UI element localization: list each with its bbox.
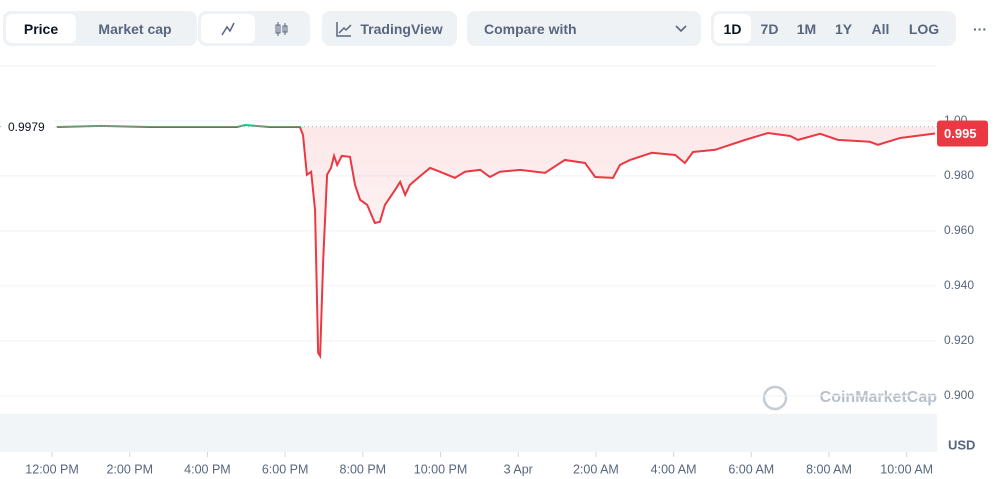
tradingview-label: TradingView: [360, 20, 443, 37]
watermark-logo: [762, 385, 788, 411]
compare-label: Compare with: [484, 20, 577, 37]
volume-band: [0, 414, 937, 452]
log-button[interactable]: LOG: [908, 20, 940, 37]
y-tick-label: 0.920: [944, 333, 974, 347]
x-tick-label: 10:00 AM: [880, 462, 933, 476]
range-button[interactable]: 1M: [796, 20, 817, 37]
y-tick-label: 0.900: [944, 388, 974, 402]
range-button[interactable]: 7D: [760, 20, 779, 37]
x-tick-label: 8:00 PM: [340, 462, 387, 476]
candle-icon: [275, 21, 288, 36]
line-button[interactable]: [201, 14, 255, 43]
tab-price[interactable]: Price: [6, 14, 76, 43]
candle-button[interactable]: [255, 14, 307, 43]
x-tick-label: 6:00 PM: [262, 462, 309, 476]
y-tick-label: 0.980: [944, 168, 974, 182]
line-below: [57, 126, 936, 360]
tv-icon: [336, 21, 352, 37]
watermark: CoinMarketCap: [820, 389, 938, 406]
compare-select[interactable]: Compare with: [467, 11, 701, 46]
x-tick-label: 8:00 AM: [806, 462, 852, 476]
x-tick-label: 12:00 PM: [25, 462, 79, 476]
x-tick-label: 4:00 PM: [184, 462, 231, 476]
x-tick-label: 3 Apr: [504, 462, 533, 476]
x-tick-label: 2:00 AM: [573, 462, 619, 476]
x-tick-label: 4:00 AM: [651, 462, 697, 476]
range-button[interactable]: 1Y: [834, 20, 853, 37]
area: [57, 126, 936, 357]
x-tick-label: 10:00 PM: [414, 462, 468, 476]
range-button[interactable]: All: [871, 20, 890, 37]
chevron: [675, 24, 687, 32]
reference-label-bg: [2, 117, 54, 136]
range-button[interactable]: 1D: [714, 14, 751, 43]
current-price-box: [937, 120, 988, 147]
tradingview-button[interactable]: TradingView: [322, 11, 457, 46]
range-group: 1D 7D 1M 1Y All LOG: [711, 11, 956, 46]
y-tick-label: 0.940: [944, 278, 974, 292]
tab-market-cap[interactable]: Market cap: [98, 20, 172, 37]
y-unit: USD: [948, 437, 975, 452]
x-tick-label: 2:00 PM: [106, 462, 153, 476]
x-tick-label: 6:00 AM: [728, 462, 774, 476]
more-button[interactable]: ···: [973, 20, 987, 37]
reference-label: 0.9979: [8, 120, 45, 134]
tab-group: Price Market cap: [3, 11, 197, 46]
current-price-label: 0.995: [944, 126, 977, 141]
line-icon: [221, 22, 235, 35]
y-tick-label: 0.960: [944, 223, 974, 237]
chart-type-group: [198, 11, 310, 46]
